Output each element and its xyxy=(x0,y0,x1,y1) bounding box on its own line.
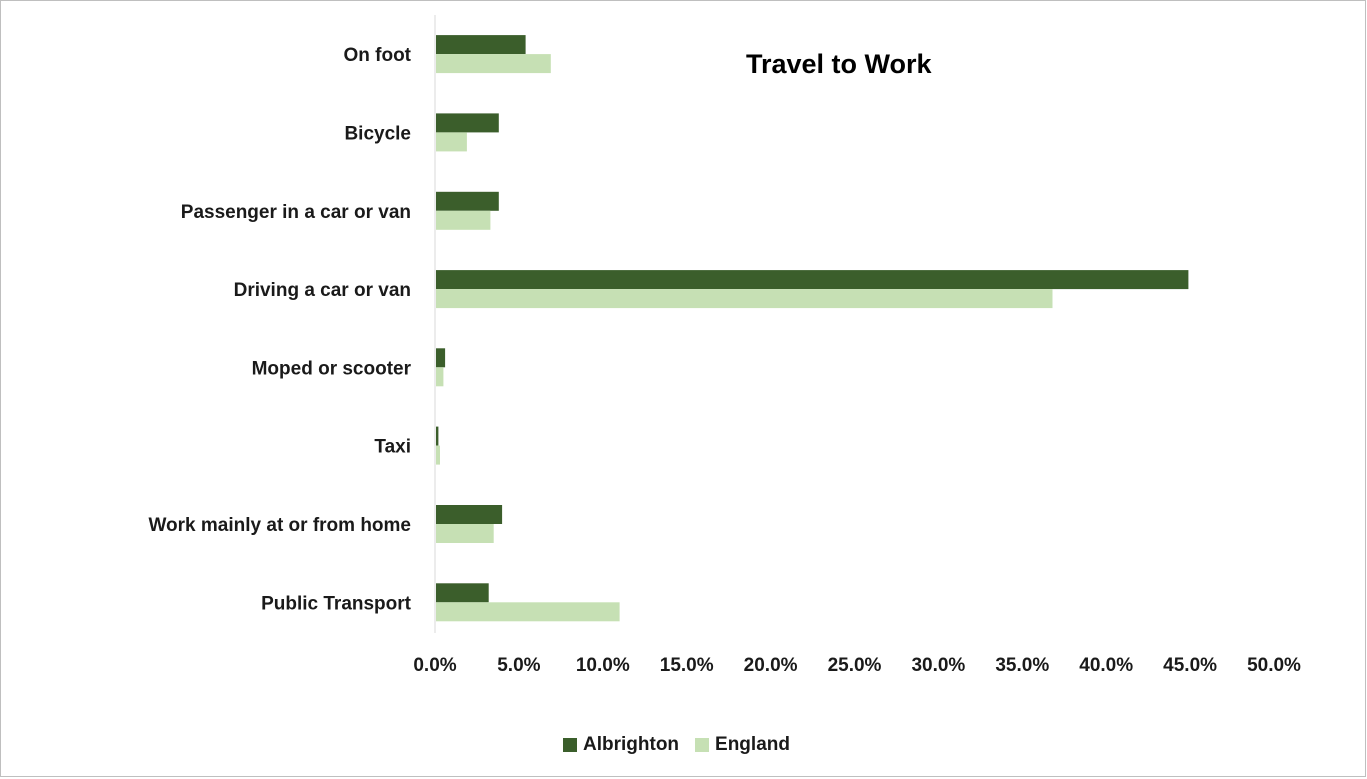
bar-albrighton-passenger-in-a-car-or-van xyxy=(436,191,499,211)
bar-albrighton-taxi xyxy=(436,426,439,446)
x-tick-label: 30.0% xyxy=(911,655,965,676)
bar-england-moped-or-scooter xyxy=(436,367,444,387)
category-label-taxi: Taxi xyxy=(374,437,411,458)
bar-england-driving-a-car-or-van xyxy=(436,289,1053,309)
category-label-passenger-in-a-car-or-van: Passenger in a car or van xyxy=(181,202,411,223)
legend-item-england: England xyxy=(695,734,790,756)
x-tick-label: 10.0% xyxy=(576,655,630,676)
bar-england-on-foot xyxy=(436,54,551,74)
bar-albrighton-driving-a-car-or-van xyxy=(436,270,1189,290)
legend-swatch-albrighton xyxy=(563,738,577,752)
x-tick-label: 20.0% xyxy=(744,655,798,676)
bar-albrighton-public-transport xyxy=(436,583,489,603)
category-label-driving-a-car-or-van: Driving a car or van xyxy=(234,280,411,301)
legend-item-albrighton: Albrighton xyxy=(563,734,679,756)
bar-england-taxi xyxy=(436,445,440,465)
category-label-work-mainly-at-or-from-home: Work mainly at or from home xyxy=(148,515,411,536)
legend-label-albrighton: Albrighton xyxy=(583,734,680,755)
x-tick-labels: 0.0% 5.0% 10.0% 15.0% 20.0% 25.0% 30.0% 35.0% 40… xyxy=(413,655,1301,676)
legend: Albrighton England xyxy=(563,733,806,757)
category-label-moped-or-scooter: Moped or scooter xyxy=(252,358,412,379)
category-labels: On foot Bicycle Passenger in a car or van D… xyxy=(148,45,411,614)
x-tick-label: 25.0% xyxy=(828,655,882,676)
x-tick-label: 5.0% xyxy=(497,655,540,676)
bar-england-passenger-in-a-car-or-van xyxy=(436,210,491,230)
chart-title: Travel to Work xyxy=(746,49,932,79)
x-tick-label: 50.0% xyxy=(1247,655,1301,676)
bar-england-bicycle xyxy=(436,132,467,152)
x-tick-label: 0.0% xyxy=(413,655,456,676)
legend-label-england: England xyxy=(715,734,790,755)
category-label-public-transport: Public Transport xyxy=(261,593,412,614)
category-label-bicycle: Bicycle xyxy=(344,123,411,144)
x-tick-label: 45.0% xyxy=(1163,655,1217,676)
legend-swatch-england xyxy=(695,738,710,752)
bar-albrighton-on-foot xyxy=(436,35,526,55)
bar-england-work-mainly-at-or-from-home xyxy=(436,524,494,543)
x-tick-label: 40.0% xyxy=(1079,655,1133,676)
bar-england-public-transport xyxy=(436,602,620,622)
bar-albrighton-work-mainly-at-or-from-home xyxy=(436,505,503,524)
category-label-on-foot: On foot xyxy=(343,45,411,66)
bars xyxy=(436,35,1189,622)
x-tick-label: 35.0% xyxy=(995,655,1049,676)
bar-albrighton-bicycle xyxy=(436,113,499,133)
x-tick-label: 15.0% xyxy=(660,655,714,676)
bar-albrighton-moped-or-scooter xyxy=(436,348,446,368)
